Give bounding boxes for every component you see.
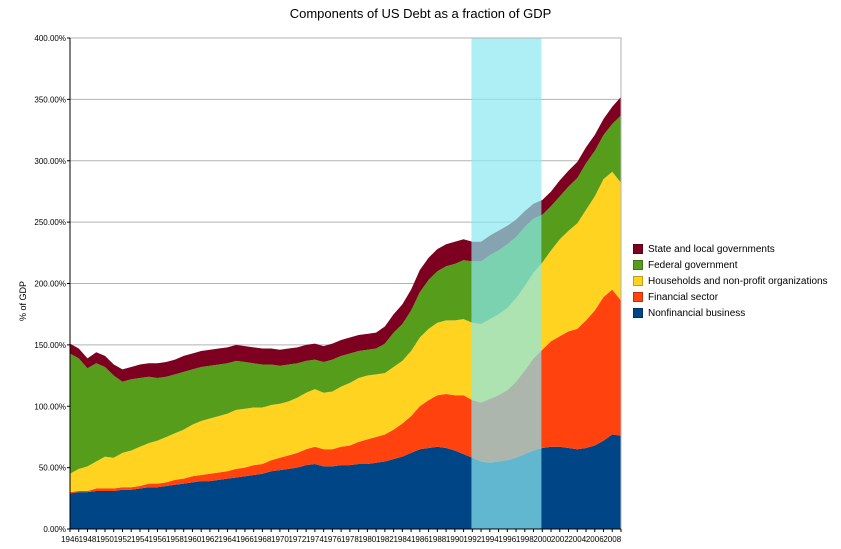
y-tick-labels: 0.00% 50.00% 100.00% 150.00% 200.00% 250.00% 3…	[34, 34, 70, 534]
y-tick-label: 350.00%	[34, 95, 66, 104]
legend-item: State and local governments	[633, 241, 828, 257]
legend-label: Households and non-profit organizations	[648, 275, 828, 287]
x-tick-label: 2004	[568, 535, 586, 544]
x-tick-label: 1956	[149, 535, 167, 544]
y-tick-label: 300.00%	[34, 157, 66, 166]
legend-label: Nonfinancial business	[648, 307, 746, 319]
x-tick-label: 2006	[586, 535, 604, 544]
x-tick-label: 1990	[446, 535, 464, 544]
legend-swatch	[633, 244, 643, 254]
x-tick-label: 1980	[358, 535, 376, 544]
series-area-3	[70, 115, 621, 474]
legend-label: Federal government	[648, 259, 738, 271]
x-tick-label: 1978	[341, 535, 359, 544]
x-tick-label: 1966	[236, 535, 254, 544]
legend-item: Federal government	[633, 257, 828, 273]
x-tick-label: 2008	[603, 535, 621, 544]
x-tick-label: 1954	[131, 535, 149, 544]
x-tick-label: 1982	[376, 535, 394, 544]
x-tick-label: 1986	[411, 535, 429, 544]
y-tick-label: 250.00%	[34, 218, 66, 227]
legend-label: Financial sector	[648, 291, 719, 303]
y-tick-label: 200.00%	[34, 280, 66, 289]
x-tick-label: 1974	[306, 535, 324, 544]
y-tick-label: 100.00%	[34, 402, 66, 411]
x-tick-label: 1960	[184, 535, 202, 544]
legend: State and local governments Federal gover…	[633, 241, 828, 321]
x-tick-labels: 1946 1948 1950 1952 1954 1956 1958 1960 1962 1964…	[61, 529, 622, 544]
x-tick-label: 1996	[498, 535, 516, 544]
legend-swatch	[633, 308, 643, 318]
x-tick-label: 1962	[201, 535, 219, 544]
legend-item: Households and non-profit organizations	[633, 273, 828, 289]
x-tick-label: 1958	[166, 535, 184, 544]
x-tick-label: 1964	[219, 535, 237, 544]
x-tick-label: 1946	[61, 535, 79, 544]
x-tick-label: 1998	[516, 535, 534, 544]
y-tick-label: 0.00%	[43, 525, 66, 534]
x-tick-label: 2002	[551, 535, 569, 544]
x-tick-label: 1984	[393, 535, 411, 544]
x-tick-label: 1992	[463, 535, 481, 544]
legend-swatch	[633, 260, 643, 270]
chart-title: Components of US Debt as a fraction of G…	[289, 6, 552, 21]
y-tick-label: 150.00%	[34, 341, 66, 350]
x-tick-label: 1972	[288, 535, 306, 544]
x-tick-label: 1988	[428, 535, 446, 544]
x-tick-label: 1976	[323, 535, 341, 544]
x-tick-label: 2000	[533, 535, 551, 544]
highlight-band-rect	[471, 38, 542, 529]
legend-item: Nonfinancial business	[633, 305, 828, 321]
legend-item: Financial sector	[633, 289, 828, 305]
legend-swatch	[633, 276, 643, 286]
x-tick-label: 1994	[481, 535, 499, 544]
y-tick-label: 400.00%	[34, 34, 66, 43]
legend-label: State and local governments	[648, 243, 775, 255]
x-tick-label: 1948	[79, 535, 97, 544]
x-tick-label: 1968	[254, 535, 272, 544]
legend-swatch	[633, 292, 643, 302]
x-tick-label: 1952	[114, 535, 132, 544]
x-tick-label: 1970	[271, 535, 289, 544]
y-tick-label: 50.00%	[39, 464, 66, 473]
x-tick-label: 1950	[96, 535, 114, 544]
highlight-band	[471, 38, 542, 529]
